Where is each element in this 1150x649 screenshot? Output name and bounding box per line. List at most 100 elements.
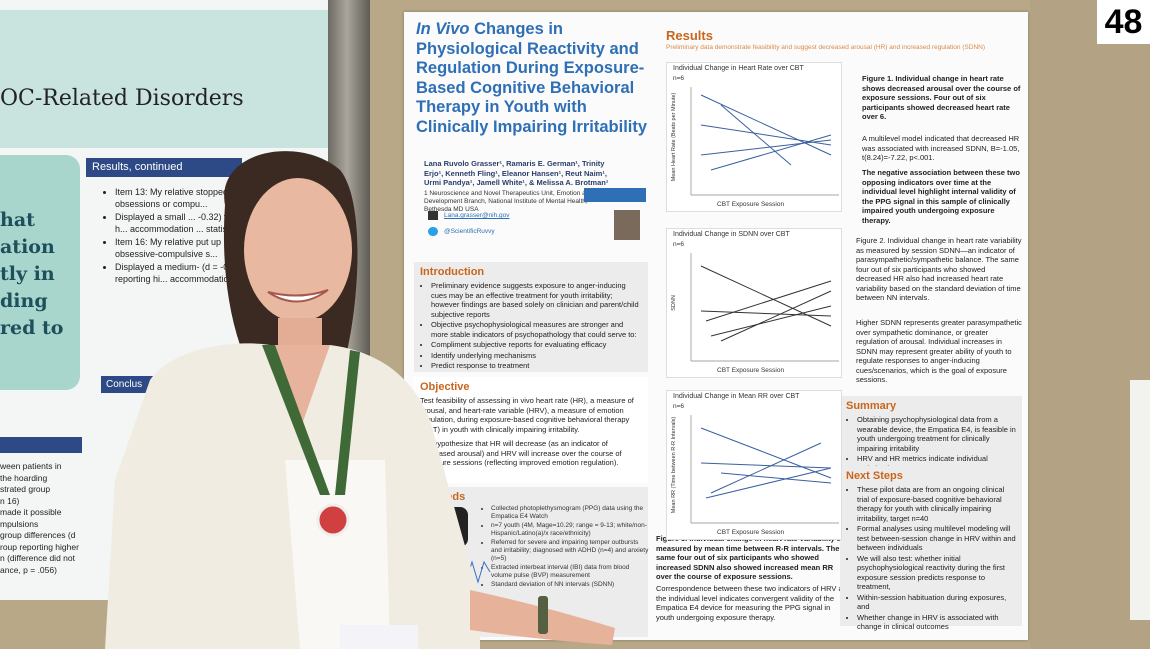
text-line: Standard deviation of NN intervals (SDNN… [491,581,651,589]
plot [690,415,839,524]
chart-title: Individual Change in Heart Rate over CBT [673,65,804,72]
trend-line [720,104,792,166]
chart: Individual Change in Heart Rate over CBT… [666,62,842,212]
trend-line [710,134,832,171]
section-heading: Next Steps [846,470,903,482]
affiliation: 1 Neuroscience and Novel Therapeutics Un… [424,190,593,213]
x-axis-label: CBT Exposure Session [717,367,785,374]
trend-line [720,472,832,484]
text-line: group differences (d [0,530,76,540]
text-line: mpulsions [0,518,39,529]
smile [267,289,329,303]
section-header: Results, continued [86,158,242,177]
text-line: made it possible [0,507,62,517]
badge [340,625,418,649]
section-header: Conclus [101,376,158,393]
bracelet [538,596,548,634]
text-line: Referred for severe and impairing temper… [491,539,651,563]
text-line: the hoarding [0,472,48,483]
section-heading: Objective [420,381,470,393]
section-heading: Introduction [420,266,485,278]
logo [584,188,646,202]
text-line: Within-session habituation during exposu… [857,593,1016,612]
figure-2-caption: Figure 2. Individual change in heart rat… [856,236,1022,302]
trend-line [710,442,822,494]
left-poster-header [0,10,328,148]
text-line: These pilot data are from an ongoing cli… [857,485,1016,523]
email: Lana.grasser@nih.gov [444,212,510,219]
text-line: Preliminary evidence suggests exposure t… [431,281,642,319]
authors: Lana Ruvolo Grasser¹, Ramaris E. German¹… [424,159,609,187]
text-line: red to [0,317,64,339]
poster-title: In Vivo Changes in Physiological Reactiv… [416,20,648,137]
text-line: hat [0,209,35,231]
text-line: Identify underlying mechanisms [431,351,642,361]
left-poster-items: Item 13: My relative stopped doing thing… [104,186,339,286]
text-line: ween patients in [0,461,62,471]
text-line: n=7 youth (4M, Mage=10.29; range = 9-13;… [491,522,651,538]
left-poster-side-panel: hat ation tly in ding red to [0,155,80,390]
left-poster-heading: OC-Related Disorders [0,86,244,111]
text-line: Item 16: My relative put up ... conditio… [115,236,339,260]
face [244,178,352,322]
chart: Individual Change in SDNN over CBT n=6 SDN… [666,228,842,378]
email-icon [428,211,438,220]
bullet-list: Preliminary evidence suggests exposure t… [420,281,642,371]
text-line: tly in [0,263,55,285]
title-text: Changes in Physiological Reactivity and … [416,20,648,136]
top [285,460,390,649]
bullet-list: These pilot data are from an ongoing cli… [846,485,1016,632]
text-line: Formal analyses using multilevel modelin… [857,524,1016,553]
title-lead: In Vivo [416,20,470,38]
plot [690,87,839,196]
trend-line [720,290,832,342]
correspondence: Correspondence between these two indicat… [656,584,845,622]
objective: Objective Test feasibility of assessing … [414,377,648,483]
results-heading: Results [666,28,713,43]
lanyard [262,345,330,495]
trend-line [700,427,832,479]
text-line: We hypothesize that HR will decrease (as… [420,439,622,467]
text-line: ance, p = .056) [0,564,57,575]
board-number: 48 [1097,0,1150,44]
text-line: Displayed a small ... -0.32) with pati..… [115,211,339,235]
higher-sdnn-text: Higher SDNN represents greater parasympa… [856,318,1022,384]
chart-n: n=6 [673,75,685,82]
main-poster: In Vivo Changes in Physiological Reactiv… [404,12,1028,640]
text-line: Collected photoplethysmogram (PPG) data … [491,505,651,521]
pin [316,503,350,537]
trend-line [700,462,832,469]
text-line: Whether change in HRV is associated with… [857,613,1016,632]
handle: @ScientificRuvvy [444,228,495,235]
text-line: Objective psychophysiological measures a… [431,320,642,339]
photo-thumbnail [614,210,640,240]
trend-line [700,94,832,156]
introduction: Introduction Preliminary evidence sugges… [414,262,648,372]
text-line: roup reporting higher [0,541,79,552]
text-line: Extracted interbeat interval (IBI) data … [491,564,651,580]
plot [690,253,839,362]
x-axis-label: CBT Exposure Session [717,201,785,208]
chart-title: Individual Change in SDNN over CBT [673,231,790,238]
text-line: n (difference did not [0,553,75,563]
multilevel-text: A multilevel model indicated that decrea… [862,134,1020,162]
chart: Individual Change in Mean RR over CBT n=6… [666,390,842,540]
results-subtitle: Preliminary data demonstrate feasibility… [666,44,986,51]
negative-text: The negative association between these t… [862,168,1020,225]
x-axis-label: CBT Exposure Session [717,529,785,536]
lanyard [335,350,360,495]
text-line: strated group [0,484,51,494]
text-line: ding [0,290,48,312]
trend-line [700,139,832,156]
trend-line [705,280,832,322]
text-line: Item 13: My relative stopped doing thing… [115,186,339,210]
chart-title: Individual Change in Mean RR over CBT [673,393,800,400]
text-line: Test feasibility of assessing in vivo he… [420,396,634,434]
bullet-list: Collected photoplethysmogram (PPG) data … [480,505,651,590]
trend-line [700,310,832,317]
text-line: Displayed a medium- (d = -0.46), with pa… [115,261,339,285]
chart-n: n=6 [673,403,685,410]
chart-n: n=6 [673,241,685,248]
section-heading: Summary [846,400,897,412]
